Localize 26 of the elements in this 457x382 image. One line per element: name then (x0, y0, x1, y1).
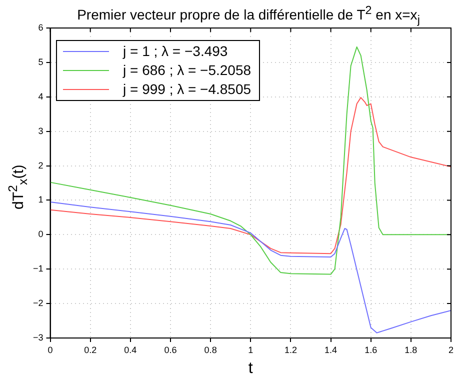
legend-label: j = 1 ; λ = −3.493 (123, 42, 228, 61)
x-tick-label: 1.2 (284, 344, 297, 355)
y-tick-label: −3 (32, 332, 44, 342)
legend-label: j = 999 ; λ = −4.8505 (123, 80, 252, 99)
y-tick-label: −2 (32, 298, 44, 308)
legend-label: j = 686 ; λ = −5.2058 (123, 61, 252, 80)
x-tick-label: 0 (48, 344, 53, 355)
y-tick-label: 2 (38, 160, 44, 170)
x-tick-label: 1.4 (324, 344, 338, 355)
y-tick-label: −1 (32, 264, 44, 274)
y-tick-label: 1 (38, 194, 44, 205)
x-tick-label: 0.8 (204, 344, 217, 355)
x-tick-label: 2 (448, 344, 454, 355)
x-tick-label: 1 (248, 344, 254, 355)
x-tick-label: 1.8 (404, 344, 418, 355)
y-tick-label: 5 (38, 56, 44, 67)
x-axis-title: t (248, 360, 254, 377)
y-tick-label: 4 (38, 91, 44, 102)
x-tick-label: 0.4 (124, 344, 137, 355)
x-tick-label: 0.6 (164, 344, 177, 355)
x-tick-label: 1.6 (364, 344, 378, 355)
y-tick-label: 0 (38, 229, 44, 240)
chart-title: Premier vecteur propre de la différentielle de T$^{2}$ en x=x$_{j}$ (77, 4, 420, 26)
y-tick-label: 3 (38, 126, 44, 136)
x-tick-label: 0.2 (84, 344, 97, 355)
y-tick-label: 6 (38, 22, 44, 32)
